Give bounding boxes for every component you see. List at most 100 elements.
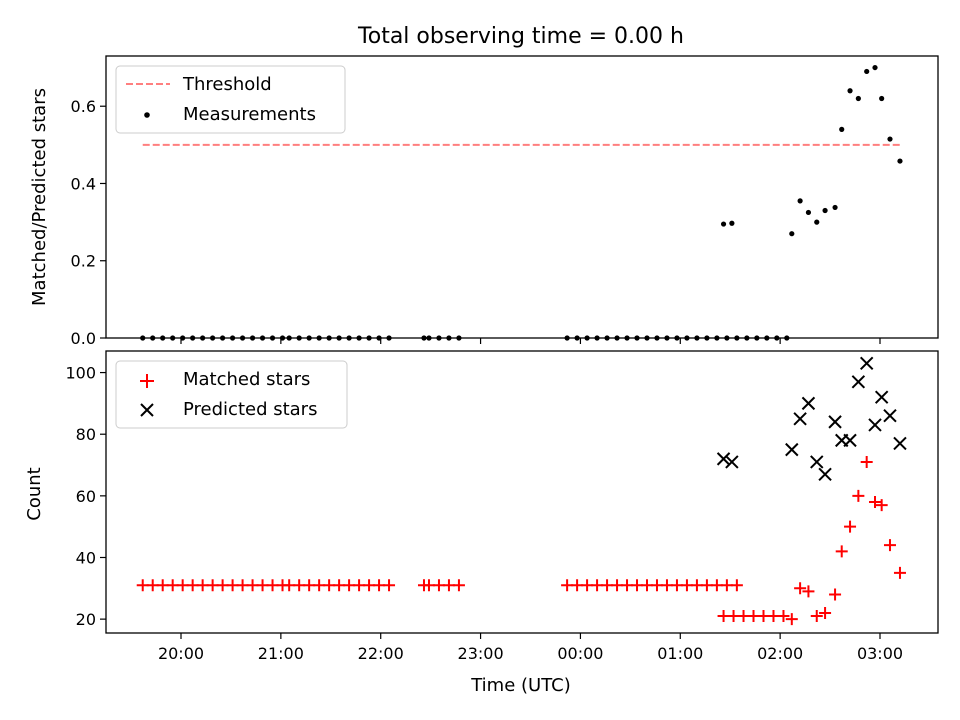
measurement-point	[249, 335, 256, 341]
measurement-point	[729, 220, 735, 226]
x-tick-label: 20:00	[158, 644, 204, 663]
x-tick-label: 00:00	[557, 644, 603, 663]
matched-star-point	[844, 520, 857, 533]
measurement-point	[574, 335, 580, 341]
matched-star-point	[829, 588, 842, 601]
predicted-star-point	[785, 442, 799, 457]
measurement-point	[366, 335, 372, 341]
predicted-star-point	[716, 452, 731, 466]
measurement-point	[140, 335, 146, 341]
measurement-point	[316, 335, 322, 341]
measurement-point	[306, 335, 312, 341]
measurement-point	[774, 335, 780, 341]
measurement-point	[220, 335, 226, 341]
measurement-point	[210, 335, 216, 341]
chart-title: Total observing time = 0.00 h	[357, 24, 684, 49]
measurement-point	[376, 335, 382, 341]
measurement-point	[456, 335, 462, 341]
measurement-point	[296, 335, 302, 341]
y-tick-label: 0.0	[71, 329, 96, 348]
y-tick-label: 100	[65, 364, 96, 383]
measurement-point	[326, 335, 332, 341]
y-tick-label: 20	[76, 610, 96, 629]
y-tick-label: 0.2	[71, 252, 96, 271]
measurement-point	[855, 95, 861, 102]
measurement-point	[684, 335, 690, 341]
predicted-star-point	[725, 455, 739, 469]
legend-measurements-label: Measurements	[183, 104, 316, 125]
x-axis-label: Time (UTC)	[470, 675, 571, 696]
matched-star-point	[730, 579, 743, 592]
measurement-point	[421, 335, 427, 341]
measurement-point	[704, 335, 710, 341]
measurement-point	[356, 335, 362, 341]
measurement-point	[286, 335, 292, 341]
matched-star-point	[383, 579, 396, 592]
measurement-point	[744, 335, 750, 341]
measurement-point	[180, 335, 186, 341]
x-tick-label: 02:00	[757, 644, 803, 663]
count-y-axis: 20 40 60 80 100	[65, 364, 106, 629]
measurement-point	[634, 335, 640, 341]
measurement-point	[864, 68, 870, 75]
ratio-legend-frame	[115, 65, 346, 134]
legend-predicted-label: Predicted stars	[183, 399, 317, 420]
measurement-point	[336, 335, 342, 341]
measurement-point	[797, 198, 803, 204]
measurement-point	[170, 335, 176, 341]
legend-measurements-swatch	[144, 112, 150, 118]
predicted-star-point	[859, 356, 874, 371]
count-plot-frame	[105, 350, 939, 634]
measurement-point	[426, 335, 432, 341]
measurement-point	[584, 335, 590, 341]
predicted-star-point	[793, 412, 807, 426]
matched-star-point	[452, 579, 465, 592]
measurement-point	[847, 88, 853, 94]
measurement-point	[624, 335, 630, 341]
predicted-star-point	[851, 375, 866, 389]
measurement-point	[839, 126, 845, 132]
measurement-point	[764, 335, 770, 341]
predicted-star-point	[810, 455, 824, 469]
predicted-star-point	[801, 396, 816, 411]
measurement-point	[720, 221, 727, 227]
ratio-y-axis: 0.0 0.2 0.4 0.6	[71, 97, 106, 348]
matched-star-point	[893, 566, 906, 579]
y-tick-label: 0.6	[71, 97, 96, 116]
measurement-point	[805, 209, 812, 216]
measurement-point	[346, 335, 352, 341]
y-tick-label: 80	[76, 425, 96, 444]
measurement-point	[654, 335, 660, 341]
measurement-point	[190, 335, 196, 341]
measurement-point	[814, 219, 820, 225]
count-panel: 20 40 60 80 100 20:00 21:00 22:00 23:00 00:00 01:…	[24, 350, 939, 696]
measurement-point	[239, 335, 246, 341]
ratio-legend: Threshold Measurements	[115, 65, 346, 134]
measurement-point	[604, 335, 610, 341]
matched-star-point	[852, 489, 865, 502]
x-tick-label: 01:00	[657, 644, 703, 663]
ratio-y-axis-label: Matched/Predicted stars	[29, 88, 50, 306]
measurement-point	[269, 335, 276, 341]
measurement-point	[832, 204, 838, 211]
legend-threshold-label: Threshold	[182, 74, 272, 95]
measurement-point	[150, 335, 156, 341]
predicted-star-point	[818, 467, 832, 481]
measurement-point	[279, 335, 286, 341]
predicted-star-point	[883, 409, 897, 423]
predicted-star-point	[874, 390, 889, 404]
measurement-point	[887, 136, 893, 142]
measurement-point	[789, 231, 795, 237]
matched-stars-series	[136, 455, 906, 626]
measurement-point	[436, 335, 442, 341]
matched-star-point	[802, 585, 815, 598]
ratio-panel: 0.0 0.2 0.4 0.6 Matched/Predicted stars Thr…	[29, 55, 939, 348]
measurement-point	[724, 335, 730, 341]
x-tick-label: 21:00	[258, 644, 304, 663]
predicted-star-point	[828, 415, 842, 429]
legend-matched-swatch	[140, 374, 154, 388]
y-tick-label: 40	[76, 548, 96, 567]
predicted-star-point	[893, 436, 907, 451]
matched-star-point	[869, 496, 882, 509]
